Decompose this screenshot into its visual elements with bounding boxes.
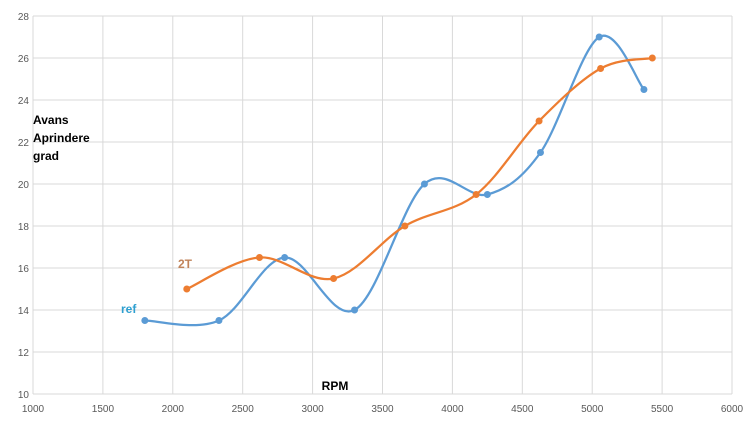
x-tick-label: 2000 [162, 404, 185, 415]
data-point [330, 275, 338, 282]
series-line-ref [144, 34, 645, 327]
data-point [597, 65, 605, 72]
x-tick-label: 1000 [22, 404, 45, 415]
series-ref [141, 33, 648, 327]
series-label-ref: ref [121, 302, 137, 316]
data-point [535, 117, 543, 125]
data-point [351, 306, 359, 314]
data-point [141, 317, 149, 324]
y-axis-title-line-2: Aprindere [33, 131, 90, 145]
series-2t [183, 54, 656, 293]
data-point [640, 86, 648, 93]
y-tick-label: 24 [18, 96, 30, 107]
series-label-2t: 2T [178, 257, 193, 271]
x-tick-label: 1500 [92, 404, 115, 415]
x-tick-label: 3500 [371, 404, 394, 415]
data-point [648, 54, 656, 62]
y-tick-label: 22 [18, 138, 30, 149]
data-point [255, 254, 263, 261]
x-tick-label: 4000 [441, 404, 464, 415]
y-tick-label: 20 [18, 180, 30, 191]
gridlines [32, 15, 733, 395]
x-tick-label: 6000 [721, 404, 744, 415]
x-tick-label: 5500 [651, 404, 674, 415]
data-point [183, 285, 191, 293]
data-point [215, 317, 223, 324]
data-point [536, 149, 544, 156]
data-point [401, 222, 409, 230]
data-point [483, 191, 491, 198]
y-tick-label: 16 [18, 264, 30, 275]
x-tick-label: 2500 [232, 404, 255, 415]
y-tick-label: 28 [18, 12, 30, 23]
y-tick-label: 26 [18, 54, 30, 65]
y-axis-title-line-1: Avans [33, 113, 69, 127]
x-tick-label: 3000 [301, 404, 324, 415]
data-point [420, 180, 428, 188]
x-axis-title: RPM [322, 379, 349, 393]
y-tick-label: 18 [18, 222, 30, 233]
data-point [595, 33, 603, 41]
y-tick-label: 14 [18, 306, 30, 317]
tick-labels: 10 12 14 16 18 20 22 24 26 28 1000 1500 2000 2500 3000… [18, 12, 744, 415]
series-line-2t [186, 56, 653, 291]
x-tick-label: 5000 [581, 404, 604, 415]
y-tick-label: 12 [18, 348, 30, 359]
data-series [141, 33, 656, 327]
data-point [472, 191, 480, 198]
y-axis-title-line-3: grad [33, 149, 59, 163]
y-tick-label: 10 [18, 390, 30, 401]
x-tick-label: 4500 [511, 404, 534, 415]
data-point [281, 254, 289, 261]
